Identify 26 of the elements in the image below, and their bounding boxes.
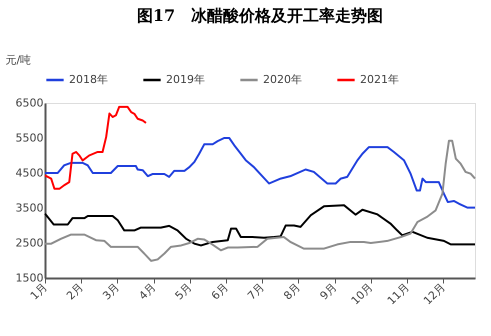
x-tick-label: 12月 xyxy=(421,280,448,308)
chart-title: 图17 冰醋酸价格及开工率走势图 xyxy=(136,6,384,25)
y-tick-label: 6500 xyxy=(16,96,44,110)
x-tick-label: 10月 xyxy=(348,280,376,308)
x-tick-label: 6月 xyxy=(208,280,231,302)
legend-label: 2021年 xyxy=(360,73,399,86)
legend-label: 2020年 xyxy=(263,73,302,86)
y-tick-label: 3500 xyxy=(16,202,44,214)
y-axis-title: 元/吨 xyxy=(6,54,32,66)
y-tick-label: 2500 xyxy=(16,236,44,250)
x-tick-label: 5月 xyxy=(172,280,195,302)
line-series xyxy=(44,140,476,262)
line-series xyxy=(44,204,476,246)
y-tick-label: 4500 xyxy=(16,166,44,180)
x-tick-label: 4月 xyxy=(136,280,158,302)
x-tick-label: 8月 xyxy=(281,280,304,302)
line-series xyxy=(44,106,147,190)
x-tick-label: 7月 xyxy=(244,280,267,302)
y-tick-label: 5500 xyxy=(16,132,44,144)
x-tick-label: 3月 xyxy=(100,280,122,302)
x-tick-label: 9月 xyxy=(317,280,340,302)
x-tick-label: 11月 xyxy=(384,280,412,308)
line-series xyxy=(44,137,476,209)
legend-label: 2018年 xyxy=(69,73,108,86)
legend-label: 2019年 xyxy=(166,73,205,86)
x-tick-label: 2月 xyxy=(64,280,86,302)
